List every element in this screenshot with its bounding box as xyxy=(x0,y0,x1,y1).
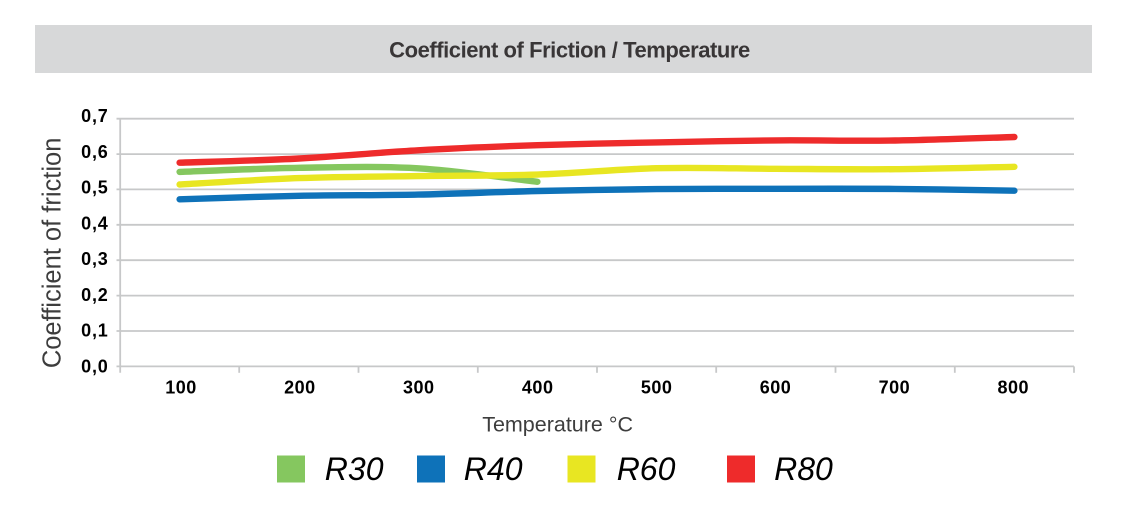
svg-text:Temperature °C: Temperature °C xyxy=(482,413,633,437)
svg-text:800: 800 xyxy=(998,378,1030,398)
svg-text:R80: R80 xyxy=(774,451,833,487)
svg-text:0,0: 0,0 xyxy=(81,356,108,376)
svg-text:0,4: 0,4 xyxy=(81,213,108,233)
svg-text:500: 500 xyxy=(641,378,673,398)
svg-text:600: 600 xyxy=(760,378,792,398)
svg-text:0,2: 0,2 xyxy=(81,285,108,305)
svg-text:0,6: 0,6 xyxy=(81,142,108,162)
svg-text:0,3: 0,3 xyxy=(81,249,108,269)
svg-text:200: 200 xyxy=(284,378,316,398)
svg-text:R40: R40 xyxy=(464,451,523,487)
svg-text:Coefficient of friction: Coefficient of friction xyxy=(38,138,66,369)
svg-text:100: 100 xyxy=(165,378,197,398)
svg-text:R60: R60 xyxy=(617,451,676,487)
svg-text:R30: R30 xyxy=(325,451,384,487)
svg-text:300: 300 xyxy=(403,378,435,398)
svg-text:0,5: 0,5 xyxy=(81,178,108,198)
svg-text:0,1: 0,1 xyxy=(81,321,108,341)
svg-text:400: 400 xyxy=(522,378,554,398)
svg-text:Coefficient of Friction / Temp: Coefficient of Friction / Temperature xyxy=(389,37,750,62)
svg-text:0,7: 0,7 xyxy=(81,106,108,126)
svg-text:700: 700 xyxy=(879,378,911,398)
